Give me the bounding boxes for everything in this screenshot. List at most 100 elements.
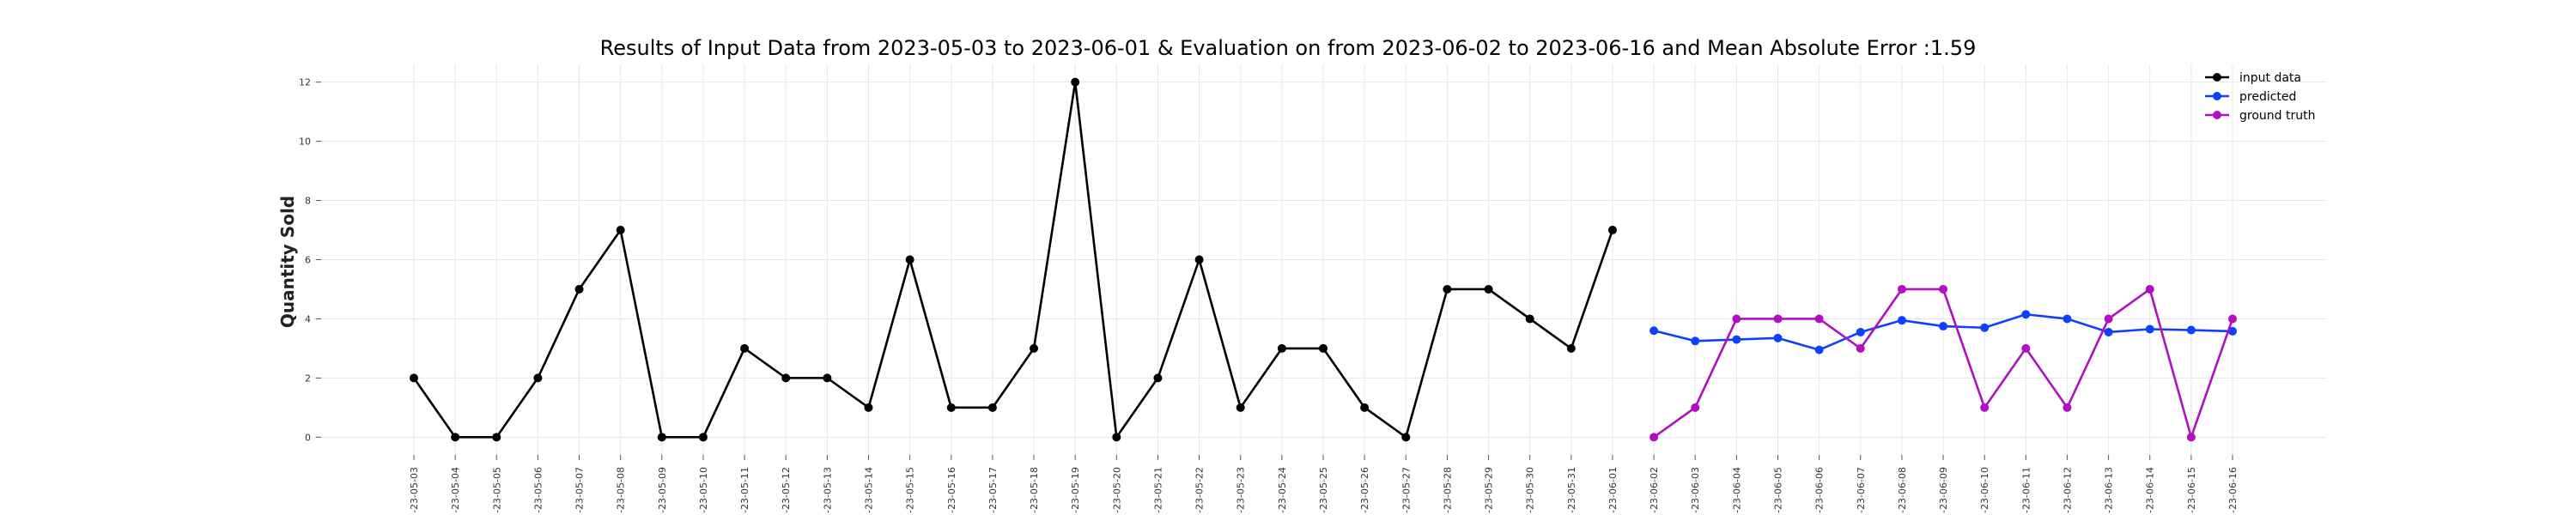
x-tick-label: -23-06-03 [1690,467,1701,513]
x-tick-label: -23-06-09 [1938,467,1949,513]
data-point [1732,335,1741,344]
data-point [1607,226,1617,235]
data-point [533,373,543,383]
x-tick-label: -23-05-27 [1400,467,1412,513]
data-point [1153,373,1163,383]
data-point [1897,284,1906,294]
data-point [823,373,832,383]
data-point [2104,327,2113,336]
x-tick-label: -23-05-20 [1111,467,1122,513]
legend-marker [2213,92,2221,100]
data-point [410,373,418,383]
x-tick-label: -23-05-12 [781,467,792,513]
data-point [1194,255,1204,264]
x-tick-label: -23-06-14 [2145,467,2156,513]
x-tick-label: -23-05-30 [1525,467,1536,513]
y-tick-label: 2 [305,373,311,384]
data-point [1856,327,1865,336]
data-point [1030,343,1039,353]
series-input-data [410,77,1617,442]
legend-item: ground truth [2205,109,2315,123]
data-point [657,433,666,442]
legend-item: predicted [2205,90,2296,104]
x-tick-label: -23-06-11 [2020,467,2032,513]
series-predicted [1649,310,2237,354]
x-tick-label: -23-05-29 [1484,467,1495,513]
data-point [2063,314,2072,324]
data-point [1071,77,1080,87]
data-point [1360,403,1370,412]
x-tick-label: -23-05-09 [657,467,668,513]
x-tick-label: -23-06-02 [1649,467,1660,513]
data-point [1649,433,1659,442]
series-group [410,77,2237,442]
data-point [1484,284,1493,294]
legend-marker [2213,73,2221,82]
data-point [2186,433,2196,442]
chart-title: Results of Input Data from 2023-05-03 to… [600,36,1977,60]
data-point [987,403,997,412]
x-tick-label: -23-05-26 [1359,467,1370,513]
x-tick-label: -23-06-06 [1814,467,1826,513]
x-tick-label: -23-05-08 [616,467,627,513]
data-point [2104,314,2113,324]
x-tick-label: -23-05-11 [739,467,750,513]
x-tick-label: -23-06-10 [1979,467,1990,513]
x-tick-label: -23-06-01 [1607,467,1619,513]
x-tick-label: -23-05-18 [1029,467,1040,513]
data-point [2145,324,2154,334]
x-tick-label: -23-06-16 [2227,467,2239,513]
x-tick-label: -23-06-05 [1773,467,1784,513]
data-point [1691,336,1700,346]
data-point [1939,284,1948,294]
data-point [1401,433,1411,442]
x-tick-label: -23-06-04 [1731,467,1742,513]
x-tick-label: -23-06-12 [2062,467,2073,513]
x-tick-label: -23-05-17 [987,467,999,513]
data-point [698,433,708,442]
x-tick-label: -23-05-23 [1236,467,1247,513]
data-point [1649,326,1659,336]
x-tick-label: -23-05-19 [1070,467,1081,513]
data-point [946,403,956,412]
data-point [1236,403,1245,412]
x-tick-label: -23-06-08 [1897,467,1908,513]
data-point [1939,322,1948,331]
x-tick-label: -23-05-16 [946,467,957,513]
data-point [1773,314,1783,324]
y-tick-label: 4 [305,313,311,324]
data-point [574,284,584,294]
x-tick-label: -23-06-15 [2186,467,2197,513]
data-point [1980,403,1990,412]
y-tick-label: 0 [305,432,311,443]
grid [313,64,2327,455]
legend-item: input data [2205,71,2301,85]
data-point [492,433,501,442]
x-tick-label: -23-05-07 [574,467,586,513]
series-line [412,81,1614,439]
x-tick-label: -23-05-10 [698,467,709,513]
data-point [616,226,625,235]
y-tick-label: 8 [305,196,311,207]
x-tick-label: -23-05-15 [905,467,916,513]
legend-label: predicted [2239,90,2296,104]
legend-label: input data [2239,71,2301,85]
series-ground-truth [1649,284,2237,442]
data-point [1443,284,1452,294]
x-tick-label: -23-05-21 [1152,467,1163,513]
data-point [1814,345,1824,354]
x-tick-label: -23-05-25 [1318,467,1329,513]
data-point [2063,403,2072,412]
x-tick-label: -23-06-13 [2104,467,2115,513]
data-point [1773,333,1783,342]
data-point [2145,284,2154,294]
x-tick-label: -23-05-31 [1566,467,1577,513]
y-tick-label: 10 [299,136,311,148]
y-axis-label: Quantity Sold [277,196,298,328]
x-tick-label: -23-05-24 [1277,467,1288,513]
data-point [1856,343,1865,353]
data-point [451,433,460,442]
data-point [2021,310,2031,319]
data-point [1319,343,1327,353]
